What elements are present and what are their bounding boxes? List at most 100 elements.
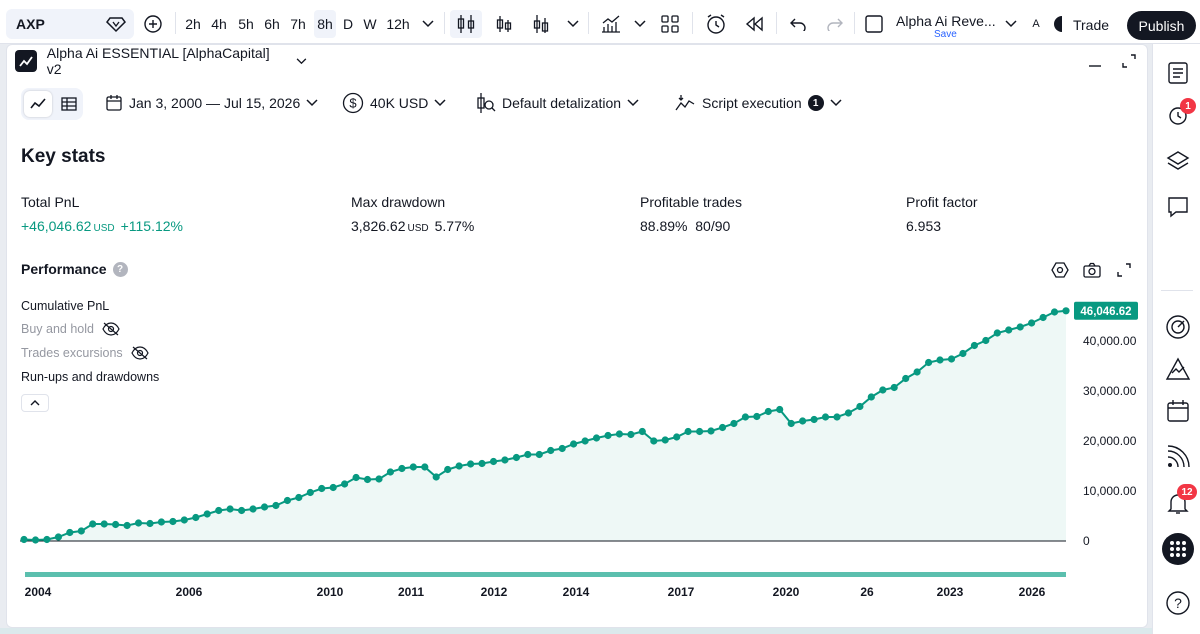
eye-off-icon[interactable]	[102, 322, 120, 336]
add-symbol-icon[interactable]	[141, 10, 165, 38]
pnl-point	[386, 468, 394, 476]
pnl-point	[203, 510, 211, 518]
eye-off-icon[interactable]	[131, 346, 149, 360]
pnl-point	[489, 457, 498, 466]
alerts-icon[interactable]	[1165, 102, 1191, 128]
watchlist-icon[interactable]	[1165, 60, 1191, 86]
x-tick-label: 2026	[1019, 585, 1046, 599]
camera-icon[interactable]	[1079, 257, 1105, 283]
strategy-selector[interactable]: Alpha Ai ESSENTIAL [AlphaCapital] v2	[7, 45, 307, 77]
pnl-point	[134, 519, 143, 527]
x-tick-label: 2023	[937, 585, 964, 599]
pnl-point	[730, 419, 738, 428]
pnl-point	[123, 521, 131, 530]
date-range-selector[interactable]: Jan 3, 2000 — Jul 15, 2026	[105, 87, 318, 119]
performance-title-text: Performance	[21, 261, 107, 277]
pnl-point	[650, 437, 658, 445]
chart-view-icon[interactable]	[24, 91, 52, 117]
interval-7h[interactable]: 7h	[290, 16, 306, 32]
capital-selector[interactable]: $ 40K USD	[342, 87, 446, 119]
minimize-icon[interactable]	[1087, 53, 1103, 69]
fullscreen-icon[interactable]	[1111, 257, 1137, 283]
candles-icon[interactable]	[450, 10, 482, 38]
help-circle-icon[interactable]: ?	[1165, 590, 1191, 616]
stat-value: 88.89% 80/90	[640, 218, 731, 234]
help-icon[interactable]: ?	[112, 261, 128, 277]
stat-label: Profit factor	[906, 194, 978, 210]
chevron-down-icon[interactable]	[1001, 10, 1021, 38]
undo-icon[interactable]	[786, 10, 810, 38]
layout-name[interactable]: Alpha Ai Reve...	[896, 13, 996, 29]
pnl-point	[936, 356, 944, 364]
legend-buy-hold[interactable]: Buy and hold	[21, 322, 120, 336]
redo-icon[interactable]	[823, 10, 847, 38]
chevron-down-icon	[296, 57, 307, 64]
pnl-point	[329, 483, 337, 492]
pnl-point	[501, 456, 509, 464]
chevron-down-icon[interactable]	[418, 10, 438, 38]
chat-icon[interactable]	[1165, 194, 1191, 220]
stat-label: Profitable trades	[640, 194, 742, 210]
layout-grid-icon[interactable]	[658, 10, 682, 38]
stat-label: Total PnL	[21, 194, 80, 210]
pnl-point	[512, 453, 521, 462]
settings-icon[interactable]	[1047, 257, 1073, 283]
x-tick-label: 2012	[481, 585, 508, 599]
language-button[interactable]: A	[1032, 18, 1040, 30]
indicators-icon[interactable]	[597, 10, 625, 38]
pnl-point	[707, 427, 715, 435]
stream-icon[interactable]	[1165, 444, 1191, 470]
view-toggle	[21, 88, 83, 120]
chevron-down-icon	[830, 99, 842, 107]
pnl-point	[1016, 323, 1024, 331]
diamond-icon[interactable]	[106, 15, 126, 33]
interval-D[interactable]: D	[342, 16, 354, 32]
symbol-search[interactable]: AXP	[6, 9, 134, 39]
interval-5h[interactable]: 5h	[238, 16, 254, 32]
pnl-point	[787, 419, 795, 428]
pulse-icon[interactable]	[1165, 356, 1191, 382]
bars-icon[interactable]	[492, 10, 516, 38]
alert-add-icon[interactable]	[702, 10, 730, 38]
target-icon[interactable]	[1165, 314, 1191, 340]
chevron-down-icon[interactable]	[563, 10, 583, 38]
pnl-point	[249, 505, 257, 513]
interval-12h[interactable]: 12h	[386, 16, 410, 32]
toolbar-divider	[588, 12, 589, 34]
legend-runups-drawdowns[interactable]: Run-ups and drawdowns	[21, 370, 159, 384]
theme-toggle-icon[interactable]	[1048, 10, 1062, 38]
layout-square-icon[interactable]	[862, 10, 886, 38]
maximize-icon[interactable]	[1121, 53, 1137, 69]
panel-controls	[1087, 53, 1137, 69]
pnl-point	[112, 520, 120, 529]
hollow-candles-icon[interactable]	[529, 10, 553, 38]
layers-icon[interactable]	[1165, 148, 1191, 174]
script-execution-selector[interactable]: Script execution 1	[674, 87, 842, 119]
chevron-down-icon[interactable]	[630, 10, 650, 38]
pnl-point	[180, 516, 188, 524]
trade-button[interactable]: Trade	[1072, 17, 1110, 33]
stat-value: 6.953	[906, 218, 942, 234]
interval-2h[interactable]: 2h	[185, 16, 201, 32]
pnl-point	[352, 473, 360, 482]
replay-icon[interactable]	[741, 10, 767, 38]
pnl-point	[169, 517, 177, 526]
key-stats-title: Key stats	[21, 146, 106, 167]
legend-trade-excursions[interactable]: Trades excursions	[21, 346, 149, 360]
detalization-icon	[477, 93, 496, 113]
collapse-legend-button[interactable]	[21, 394, 49, 412]
detalization-selector[interactable]: Default detalization	[476, 87, 639, 119]
execution-count-badge: 1	[807, 95, 824, 111]
calendar-icon[interactable]	[1165, 398, 1191, 424]
apps-menu-icon[interactable]	[1162, 533, 1194, 565]
interval-4h[interactable]: 4h	[211, 16, 227, 32]
table-view-icon[interactable]	[55, 91, 83, 117]
pnl-point	[318, 484, 326, 493]
interval-6h[interactable]: 6h	[264, 16, 280, 32]
interval-8h[interactable]: 8h	[314, 10, 336, 38]
publish-button[interactable]: Publish	[1127, 11, 1196, 40]
interval-W[interactable]: W	[363, 16, 377, 32]
x-tick-label: 2011	[398, 585, 424, 599]
pnl-point	[535, 450, 543, 459]
legend-cumulative-pnl[interactable]: Cumulative PnL	[21, 299, 109, 313]
